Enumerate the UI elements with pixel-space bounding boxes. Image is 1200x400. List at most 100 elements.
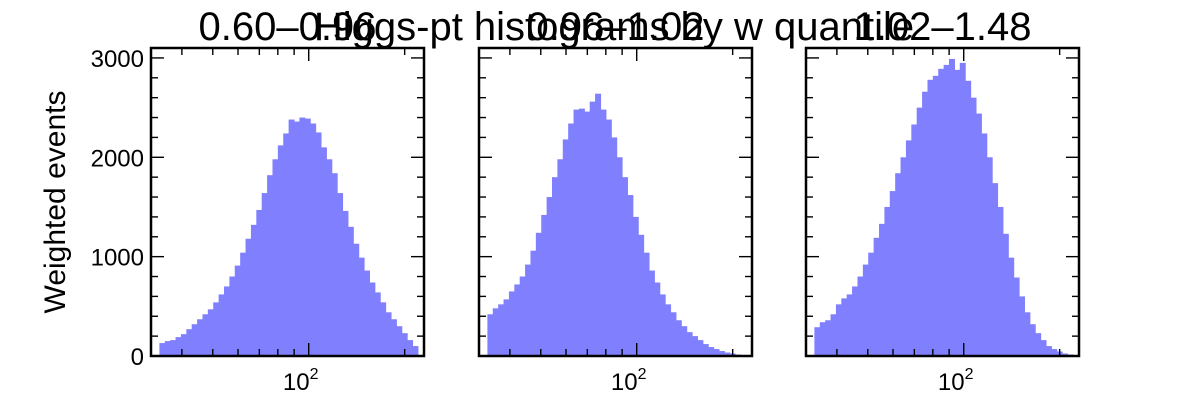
histogram-bar	[1013, 277, 1020, 356]
histogram-bar	[374, 292, 381, 356]
histogram-bar	[1045, 346, 1052, 356]
histogram-bar	[1035, 333, 1042, 356]
histogram-bar	[938, 68, 945, 357]
panel-title: 1.02–1.48	[854, 5, 1032, 49]
histogram-bar	[949, 58, 955, 357]
histogram-bar	[889, 191, 896, 356]
histogram-bar	[665, 304, 672, 356]
histogram-bar	[600, 109, 607, 356]
panel-3: 102 1.02–1.48	[804, 5, 1081, 396]
histogram-bar	[852, 286, 859, 356]
histogram-bar	[905, 140, 912, 356]
histogram-bar	[353, 243, 360, 356]
histogram-bar	[970, 97, 977, 357]
histogram-bar	[659, 294, 666, 356]
histogram-bar	[648, 270, 655, 356]
histogram-bar	[213, 302, 220, 356]
histogram-bar	[326, 159, 333, 356]
histogram-bar	[632, 216, 639, 356]
histogram-bar	[186, 329, 193, 356]
histogram-bar	[825, 320, 832, 356]
histogram-bar	[294, 121, 300, 357]
histogram-bar	[884, 206, 891, 356]
histogram-bar	[385, 312, 392, 356]
histogram-bar	[589, 101, 596, 357]
histogram-bar	[519, 276, 526, 356]
histogram-bar	[180, 334, 187, 356]
histogram-bar	[997, 206, 1004, 356]
histogram-bar	[1019, 296, 1025, 356]
histogram-bar	[986, 157, 993, 356]
histogram-bar	[992, 183, 999, 356]
histogram-bar	[240, 252, 247, 356]
histogram-bar	[611, 137, 618, 356]
histogram-bar	[975, 113, 982, 356]
histogram-bar	[557, 159, 564, 356]
histogram-bar	[846, 294, 853, 356]
histogram-bar	[390, 319, 397, 356]
histogram-bar	[1051, 349, 1058, 356]
histogram-bar	[605, 119, 612, 356]
histogram-bar	[530, 250, 537, 356]
histogram-bar	[514, 284, 521, 356]
histogram-bar	[959, 62, 966, 357]
y-tick-label: 3000	[91, 46, 144, 73]
histogram-bar	[841, 298, 848, 356]
panels: 102 0 1000 2000 3000 0.60–0.96 Weighted events…	[39, 5, 1081, 396]
histogram-bar	[713, 349, 720, 356]
histogram-bar	[681, 326, 688, 356]
histogram-bar	[692, 336, 698, 356]
x-tick-label: 102	[283, 366, 319, 396]
histogram-bar	[724, 352, 731, 356]
histogram-bar	[584, 111, 591, 356]
panel-2: 102 0.96–1.02	[477, 5, 754, 396]
panel-title: 0.96–1.02	[527, 5, 705, 49]
panel-title: 0.60–0.96	[199, 5, 377, 49]
histogram-bar	[320, 147, 327, 356]
histogram-bar	[401, 333, 408, 356]
histogram-bar	[535, 232, 542, 356]
histogram-bar	[895, 173, 902, 356]
histogram-bar	[568, 123, 575, 356]
histogram-bar	[412, 346, 419, 356]
histogram-bar	[1029, 324, 1036, 356]
figure-suptitle: Higgs-pt histograms by w quantile	[314, 5, 914, 49]
histogram-bar	[868, 252, 875, 356]
histogram-bar	[197, 319, 204, 356]
histogram-bar	[267, 175, 274, 356]
histogram-bar	[862, 264, 869, 356]
axes-frame	[804, 46, 1081, 358]
histogram-bar	[638, 234, 645, 356]
histogram-bar	[299, 117, 306, 356]
histogram-bar	[595, 93, 602, 356]
histogram-bar	[616, 157, 623, 356]
histogram-bar	[315, 132, 322, 356]
histogram-bar	[487, 314, 494, 356]
histogram-bar	[965, 80, 972, 356]
histogram-bar	[369, 282, 376, 356]
histogram-bar	[708, 347, 715, 356]
histogram-bar	[1040, 340, 1047, 356]
histogram-bar	[718, 351, 725, 356]
histogram-bar	[814, 327, 821, 356]
histogram-bar	[900, 157, 907, 356]
histogram-bar	[686, 332, 693, 356]
histogram-bar	[830, 314, 837, 356]
histogram-bar	[283, 133, 290, 356]
histogram-bar	[702, 344, 709, 356]
histogram-bar	[508, 291, 515, 356]
histogram-bar	[191, 324, 198, 356]
histogram-bar	[347, 226, 354, 356]
histogram-bar	[250, 224, 257, 356]
histogram-bar	[492, 308, 499, 356]
histogram-bar	[873, 237, 880, 356]
axes-frame	[477, 46, 754, 358]
histogram-bar	[670, 312, 677, 356]
histogram-bar	[396, 326, 403, 356]
histogram-bar	[857, 276, 864, 356]
histogram-bar	[256, 209, 263, 356]
histogram-bar	[627, 195, 634, 356]
axes-frame	[149, 46, 426, 358]
histogram-bar	[337, 193, 344, 356]
